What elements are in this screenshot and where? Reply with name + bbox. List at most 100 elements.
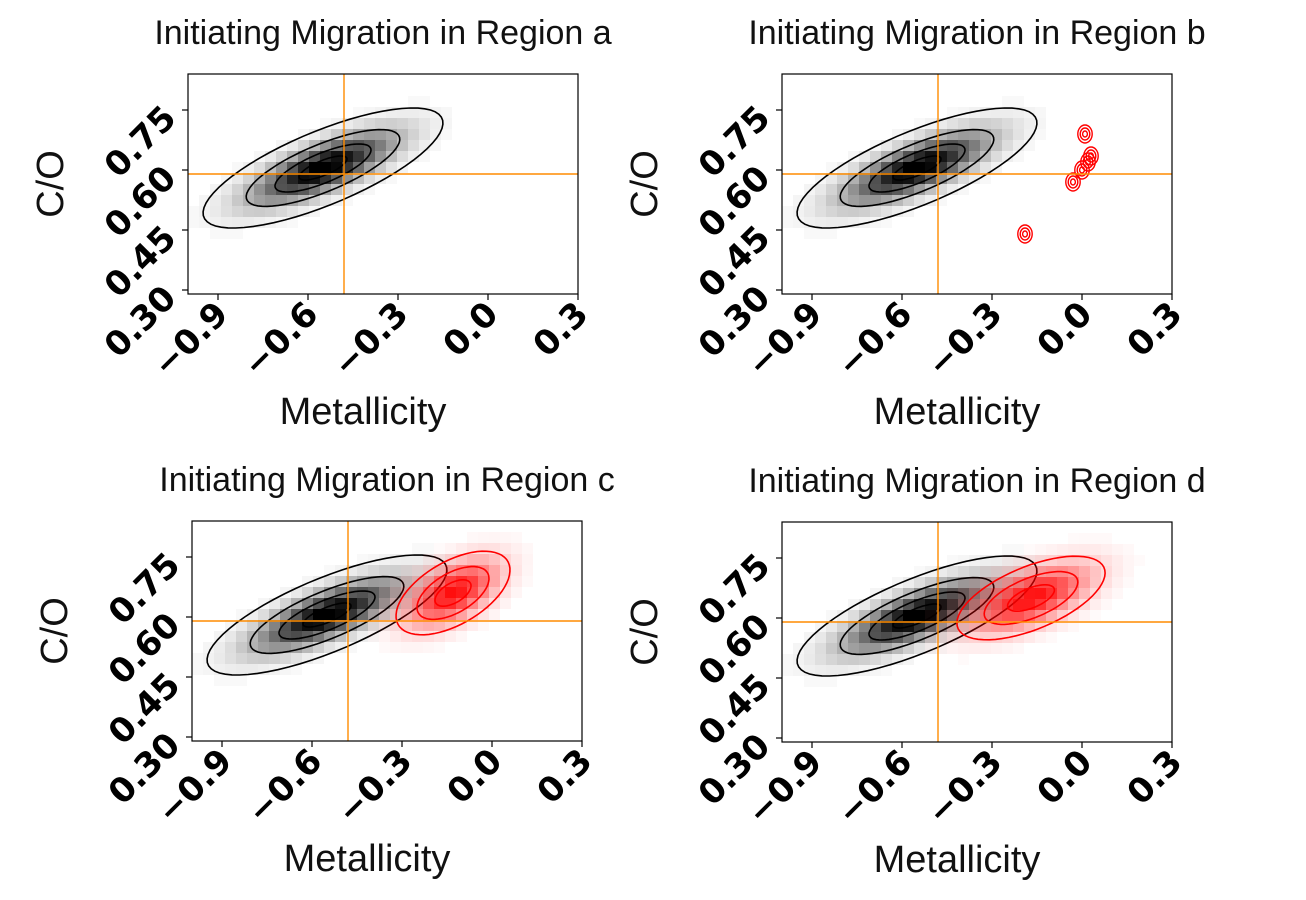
- density-cell: [925, 610, 936, 621]
- density-cell: [309, 151, 320, 162]
- density-cell: [848, 654, 859, 665]
- density-cell: [430, 129, 441, 140]
- density-cell: [221, 217, 232, 228]
- density-cell: [903, 151, 914, 162]
- density-cell: [412, 609, 423, 620]
- density-cell: [434, 565, 445, 576]
- density-cell: [467, 543, 478, 554]
- density-cell: [500, 576, 511, 587]
- density-cell: [1013, 632, 1024, 643]
- density-cell: [1024, 621, 1035, 632]
- density-cell: [214, 631, 225, 642]
- density-cell: [258, 631, 269, 642]
- density-cell: [870, 621, 881, 632]
- density-cell: [210, 184, 221, 195]
- density-cell: [324, 598, 335, 609]
- density-cell: [969, 555, 980, 566]
- density-cell: [958, 588, 969, 599]
- density-cell: [793, 217, 804, 228]
- density-cell: [375, 151, 386, 162]
- density-cell: [1013, 555, 1024, 566]
- red-cluster-contour: [1065, 172, 1081, 192]
- density-cell: [1046, 610, 1057, 621]
- density-cell: [353, 140, 364, 151]
- density-cell: [203, 664, 214, 675]
- density-cell: [313, 609, 324, 620]
- density-cell: [386, 107, 397, 118]
- density-cell: [958, 654, 969, 665]
- density-cell: [947, 129, 958, 140]
- density-cell: [1079, 544, 1090, 555]
- density-cell: [991, 566, 1002, 577]
- density-cell: [991, 555, 1002, 566]
- density-cell: [826, 621, 837, 632]
- x-tick-label: −0.3: [329, 741, 420, 832]
- density-cell: [969, 577, 980, 588]
- density-cell: [331, 195, 342, 206]
- density-cell: [456, 598, 467, 609]
- density-cell: [782, 217, 793, 228]
- density-cell: [511, 565, 522, 576]
- contour-red-0: [1006, 584, 1056, 612]
- density-cell: [826, 228, 837, 239]
- density-cell: [441, 129, 452, 140]
- density-cell: [1024, 566, 1035, 577]
- density-cell: [276, 173, 287, 184]
- density-cell: [397, 107, 408, 118]
- density-cell: [936, 151, 947, 162]
- density-cell: [225, 631, 236, 642]
- density-cell: [1013, 621, 1024, 632]
- density-cell: [892, 621, 903, 632]
- density-cell: [969, 588, 980, 599]
- density-cell: [489, 576, 500, 587]
- density-cell: [489, 554, 500, 565]
- density-cell: [467, 576, 478, 587]
- density-cell: [892, 588, 903, 599]
- plot-frame: [781, 73, 1173, 295]
- density-cell: [903, 610, 914, 621]
- density-cell: [837, 195, 848, 206]
- density-cell: [225, 653, 236, 664]
- density-cell: [793, 665, 804, 676]
- density-cell: [199, 206, 210, 217]
- chart-title: Initiating Migration in Region a: [154, 14, 611, 52]
- density-cell: [881, 621, 892, 632]
- density-cell: [423, 554, 434, 565]
- density-cell: [804, 206, 815, 217]
- density-cell: [914, 173, 925, 184]
- density-cell: [276, 162, 287, 173]
- density-cell: [947, 599, 958, 610]
- density-cell: [309, 184, 320, 195]
- density-cell: [870, 654, 881, 665]
- contour-black-0: [892, 603, 942, 629]
- density-cell: [1002, 96, 1013, 107]
- density-cell: [467, 609, 478, 620]
- density-cell: [1002, 555, 1013, 566]
- density-cell: [434, 576, 445, 587]
- density-cell: [991, 577, 1002, 588]
- density-cell: [511, 532, 522, 543]
- density-cell: [335, 631, 346, 642]
- density-cell: [379, 609, 390, 620]
- y-axis-label: C/O: [30, 150, 72, 218]
- density-cell: [243, 162, 254, 173]
- density-cell: [826, 206, 837, 217]
- density-cell: [258, 653, 269, 664]
- density-cell: [511, 576, 522, 587]
- density-cell: [936, 173, 947, 184]
- density-cell: [434, 609, 445, 620]
- density-cell: [969, 140, 980, 151]
- density-cell: [368, 576, 379, 587]
- density-cell: [1079, 599, 1090, 610]
- density-cell: [478, 554, 489, 565]
- density-cell: [991, 610, 1002, 621]
- density-cell: [401, 620, 412, 631]
- x-tick-label: 0.3: [1119, 742, 1190, 813]
- density-cell: [925, 632, 936, 643]
- density-cell: [243, 206, 254, 217]
- plot-area: [199, 107, 452, 229]
- density-cell: [958, 577, 969, 588]
- density-cell: [936, 610, 947, 621]
- density-cell: [815, 621, 826, 632]
